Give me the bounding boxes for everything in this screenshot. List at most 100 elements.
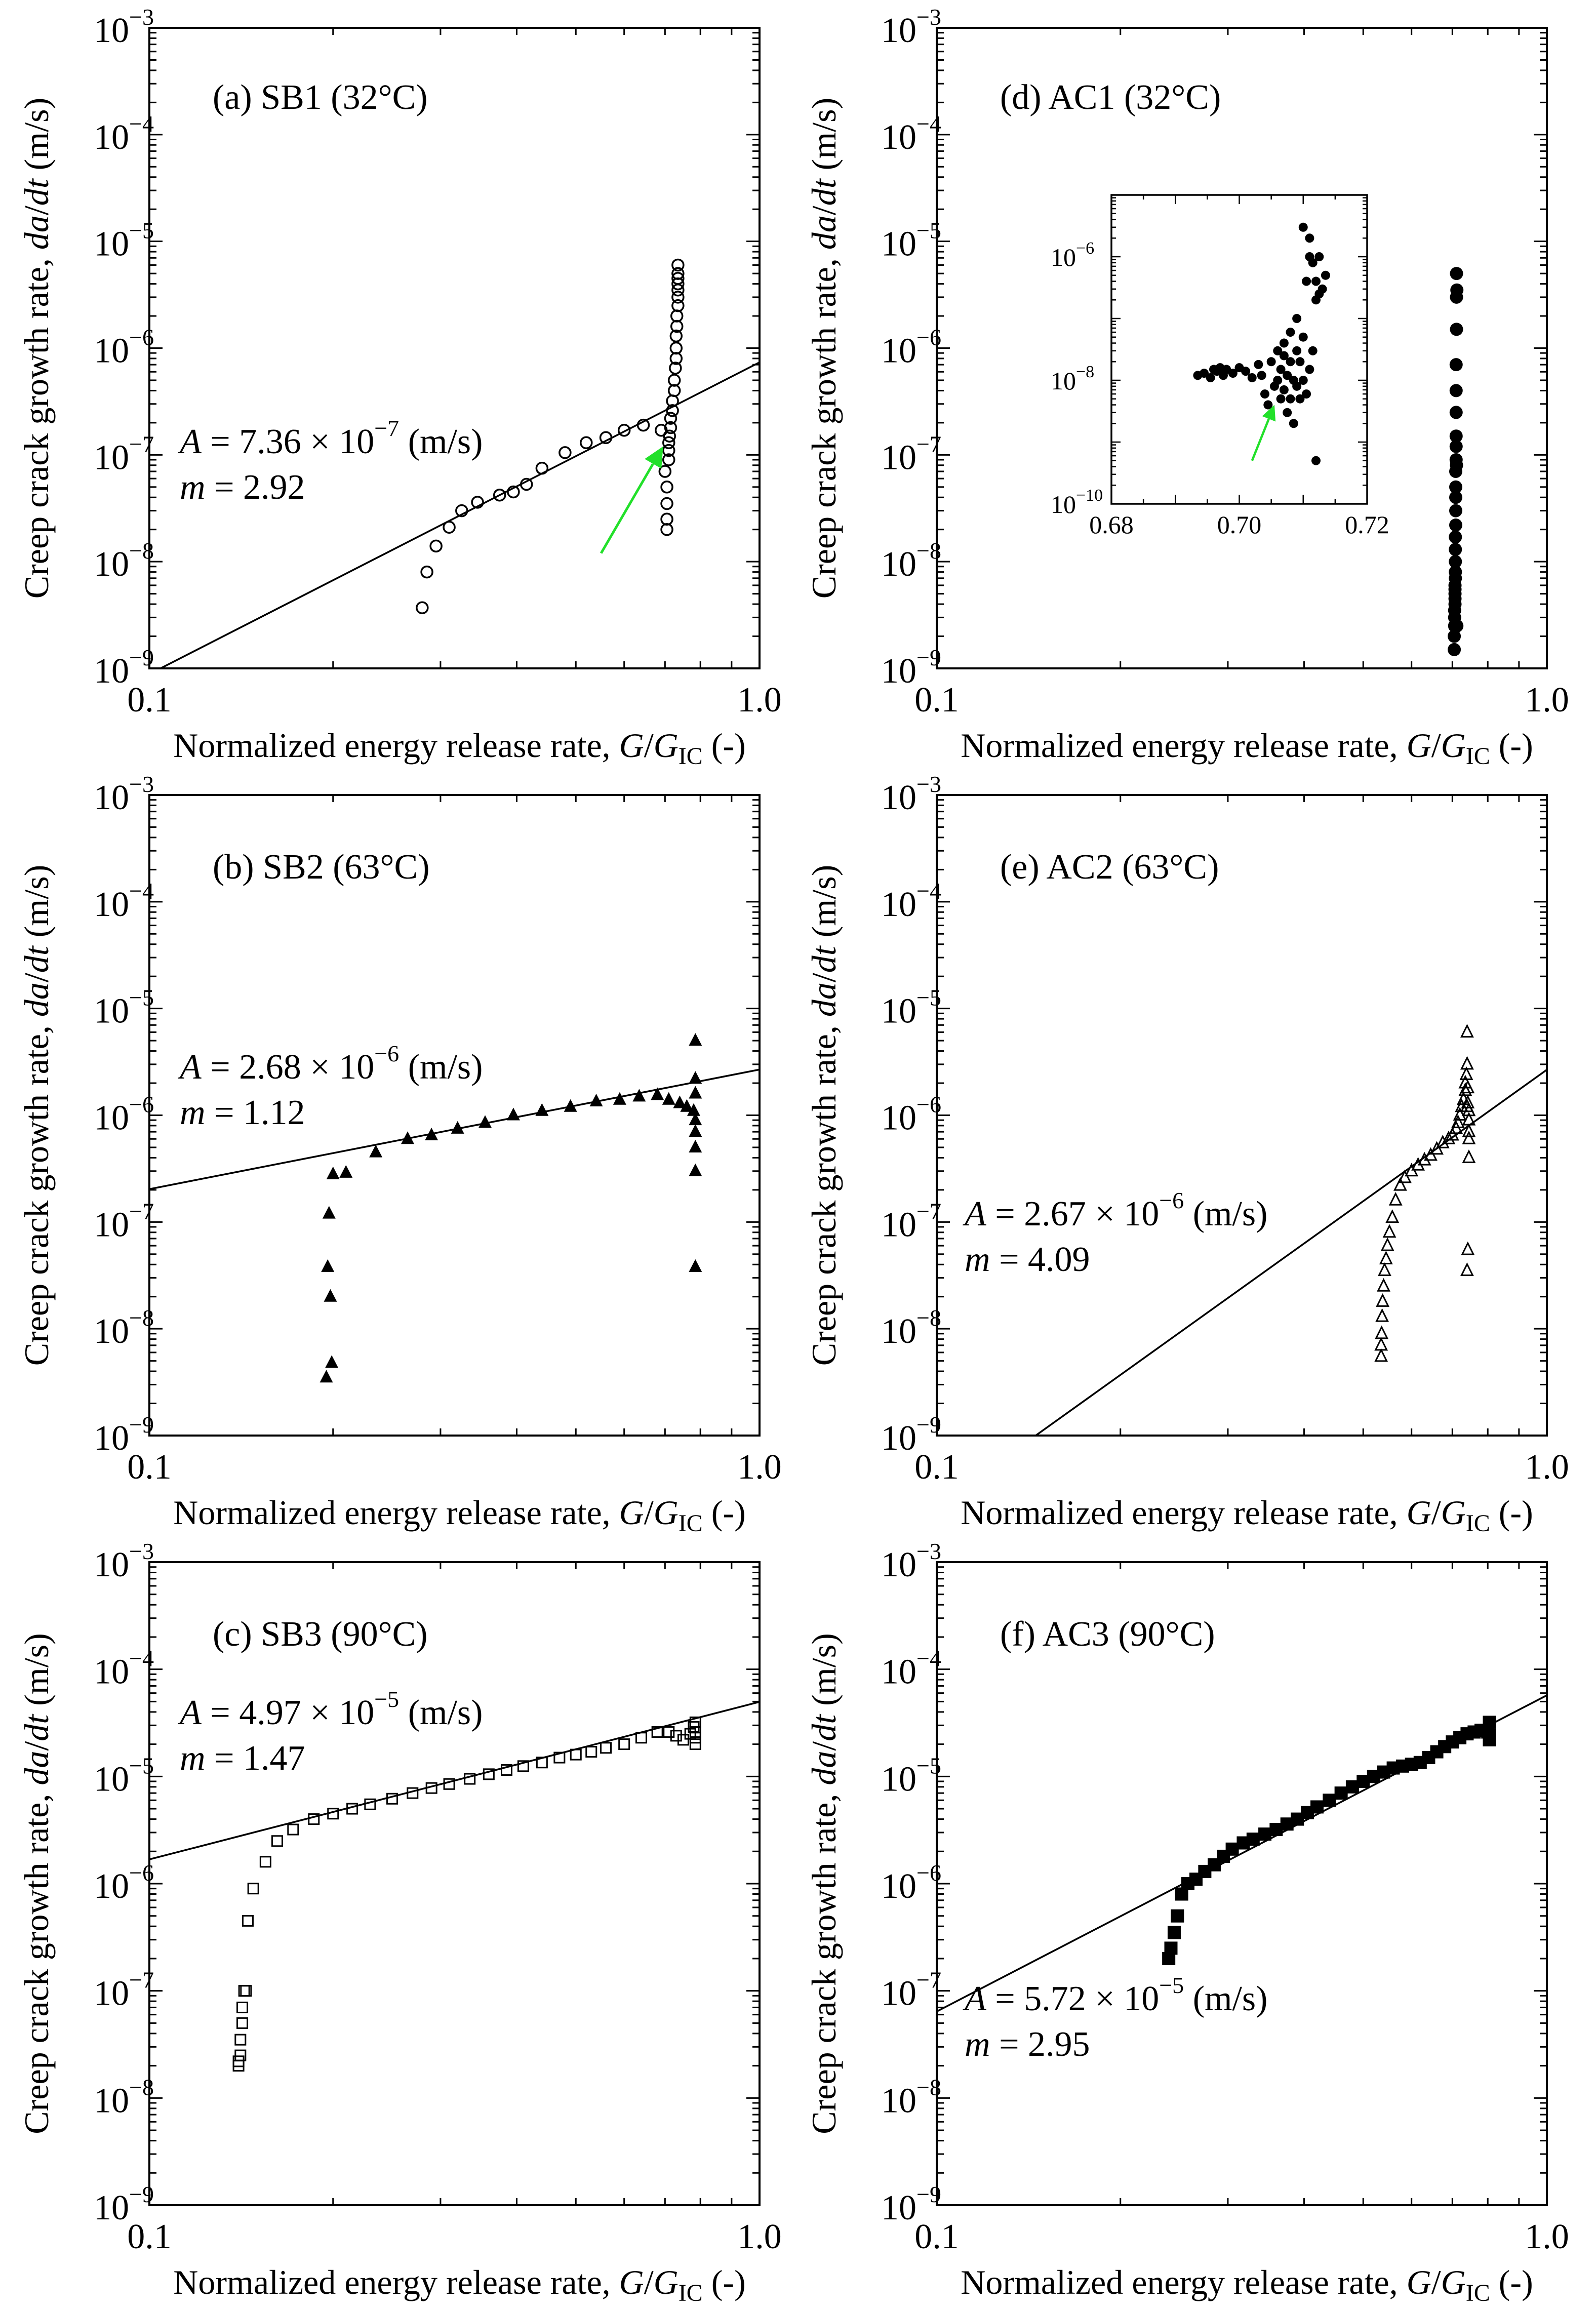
y-tick-label: 10−9 [94,2181,154,2227]
data-point [324,1289,337,1302]
data-point [664,412,677,425]
data-point [1449,429,1463,443]
fit-annotation-A: A = 7.36 × 10−7 (m/s) [178,415,483,461]
tick-exponent: −8 [1076,363,1094,381]
tick-exponent: −7 [129,1198,154,1224]
data-point [1462,1149,1476,1163]
tick-base: 10 [94,1760,129,1799]
x-label-slash: / [1431,2263,1441,2301]
data-point [689,1071,702,1084]
tick-base: 10 [881,2081,916,2120]
tick-exponent: −5 [916,1753,941,1778]
x-tick-label: 1.0 [737,681,782,720]
x-label-G: G [654,726,679,765]
inset-data-point [1273,346,1283,355]
y-tick-label: 10−6 [94,1092,154,1138]
data-point [1449,565,1462,579]
data-point [1460,1262,1474,1276]
x-axis-label: Normalized energy release rate, G/GIC (-… [961,1493,1533,1537]
x-axis-label: Normalized energy release rate, G/GIC (-… [173,726,745,770]
green-arrow-head [645,446,663,469]
annot-A-value: = 7.36 × 10 [202,422,374,461]
y-label-slash: / [17,973,56,982]
tick-exponent: −3 [129,1538,154,1564]
inset-data-point [1318,284,1327,294]
tick-exponent: −8 [129,538,154,564]
x-label-subscript: IC [1466,1510,1490,1537]
data-point [671,267,685,280]
data-point [443,1778,455,1790]
y-label-da: da [805,982,843,1017]
ticks-f [936,1562,1548,2206]
y-label-slash: / [805,1741,843,1751]
y-label-da: da [17,982,56,1017]
y-tick-label: 10−9 [881,2181,941,2227]
annot-m-value: = 1.12 [206,1093,305,1132]
inset-data-point [1298,222,1308,232]
x-label-G: G [1441,726,1466,765]
x-label-subscript: IC [1466,2280,1490,2306]
tick-exponent: −7 [129,431,154,457]
x-label-text: Normalized energy release rate, [173,726,619,765]
inset-data-point [1295,394,1305,404]
panel-c: 10−910−810−710−610−510−410−30.1 1.0Normal… [17,1538,782,2306]
x-label-unit: (-) [1490,726,1533,765]
tick-base: 10 [94,225,129,264]
y-axis-label: Creep crack growth rate, da/dt (m/s) [805,98,843,599]
annot-m-symbol: m [965,1240,990,1279]
inset-data-point [1279,351,1289,361]
y-tick-label: 10−3 [94,771,154,817]
data-point [308,1813,320,1825]
tick-base: 10 [881,332,916,371]
tick-base: 10 [881,1974,916,2013]
tick-exponent: −5 [129,218,154,244]
inset-data-point [1311,276,1321,286]
data-point [401,1131,415,1144]
data-points [416,258,685,614]
data-point [364,1798,376,1810]
annot-m-symbol: m [180,1093,206,1132]
y-tick-label: 10−8 [94,1305,154,1351]
inset-data-point [1241,367,1251,376]
data-point [1398,1169,1412,1183]
fit-annotation-A: A = 2.67 × 10−6 (m/s) [963,1187,1267,1233]
x-label-G: G [1441,1493,1466,1532]
x-tick-label: 1.0 [737,1448,782,1487]
y-label-da: da [17,1751,56,1785]
green-arrow-shaft [600,463,654,554]
data-point [660,497,673,510]
data-point [662,436,675,450]
panel-f: 10−910−810−710−610−510−410−30.1 1.0Normal… [805,1538,1569,2306]
y-tick-label: 10−8 [881,2074,941,2120]
y-label-da: da [17,215,56,250]
data-point [247,1883,259,1895]
y-label-unit: (m/s) [17,865,56,946]
data-point [321,1259,335,1272]
data-point [667,374,681,387]
data-point [1171,1909,1184,1923]
data-point [483,1768,495,1780]
data-point [1449,358,1463,372]
tick-exponent: −9 [129,2181,154,2207]
data-point [271,1835,283,1847]
plot-frame [148,794,761,1437]
data-point [1258,1827,1272,1841]
inset-y-tick-label: 10−10 [1051,486,1103,519]
data-point [242,1915,254,1927]
data-point [407,1787,419,1799]
ticks-c [148,1562,761,2206]
data-point [1449,555,1462,569]
tick-base: 10 [881,1545,916,1584]
inset-data-point [1286,357,1295,367]
x-label-slash: / [1431,726,1441,765]
data-point [1382,1224,1397,1238]
data-point [535,461,549,475]
data-point [689,1124,702,1137]
data-point [507,485,520,499]
data-points [320,1033,702,1383]
tick-exponent: −4 [129,878,154,904]
inset-y-tick-label: 10−8 [1051,363,1094,395]
data-point [663,429,676,443]
tick-exponent: −3 [916,771,941,797]
